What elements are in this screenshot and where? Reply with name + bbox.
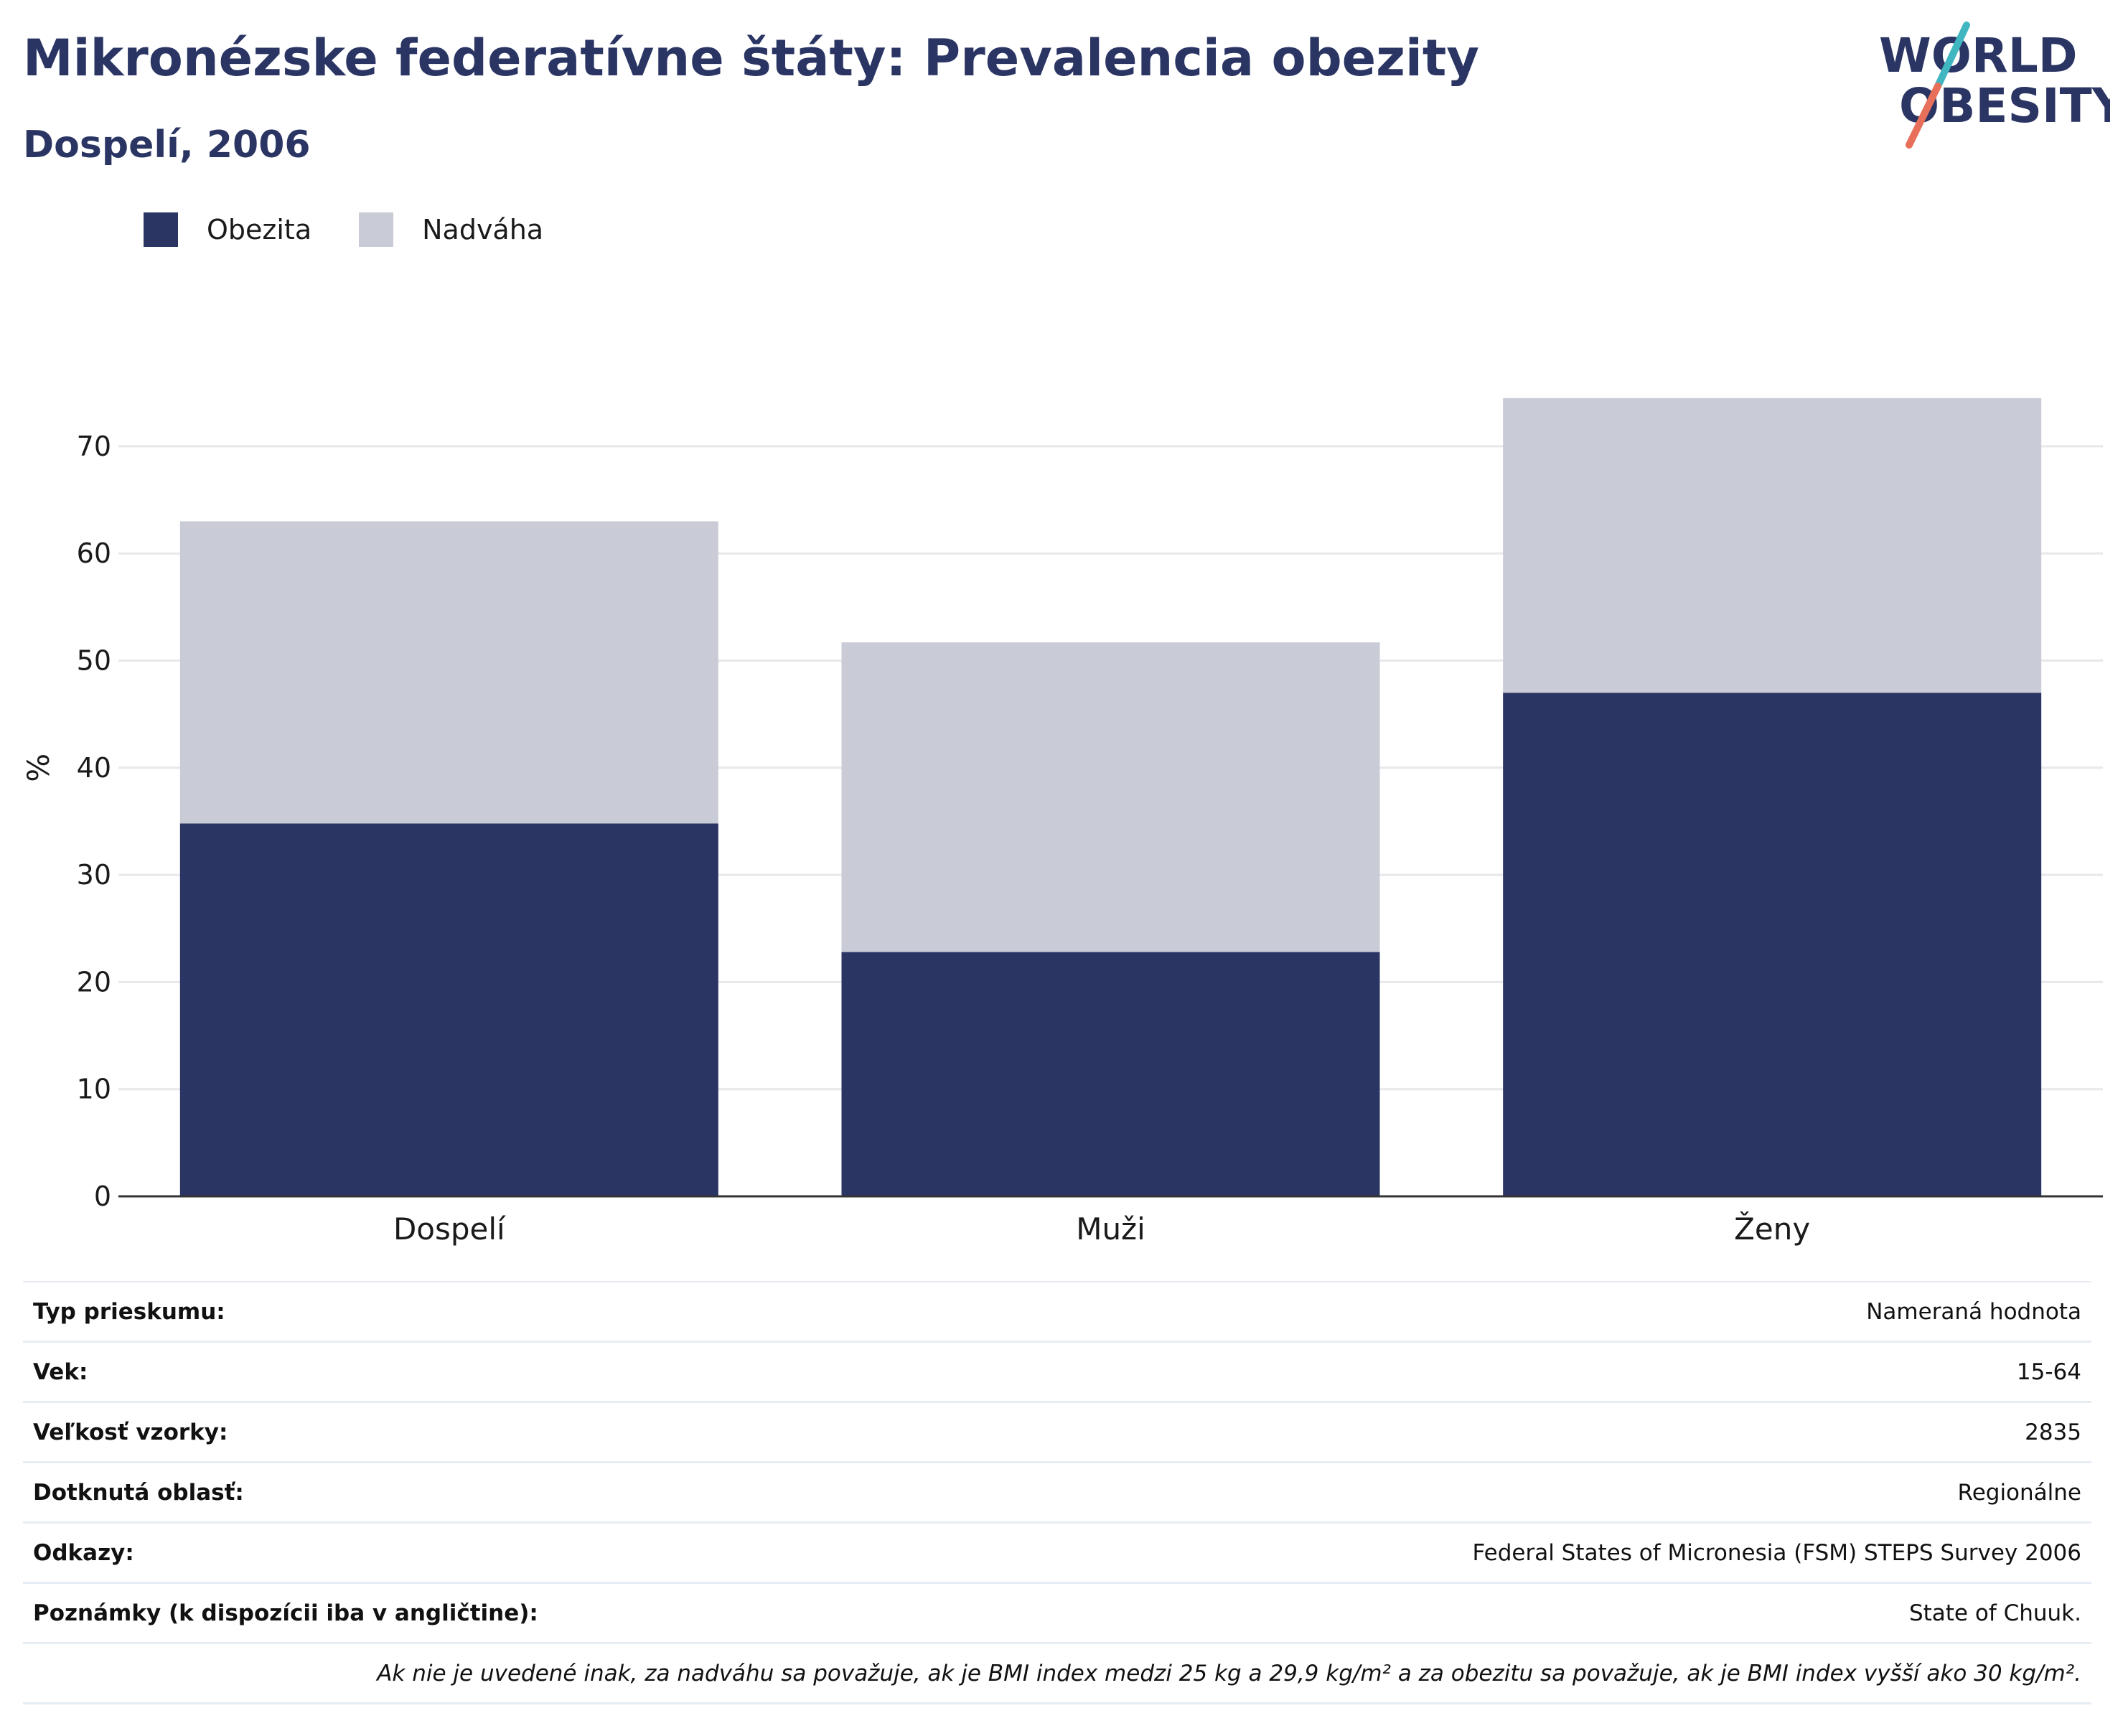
y-tick-label: 20 — [77, 966, 111, 998]
info-label: Veľkosť vzorky: — [33, 1419, 228, 1445]
info-row: Veľkosť vzorky: 2835 — [23, 1403, 2091, 1463]
info-value: Federal States of Micronesia (FSM) STEPS… — [1472, 1539, 2082, 1566]
info-label: Dotknutá oblasť: — [33, 1479, 244, 1506]
x-tick-label: Ženy — [1734, 1211, 1810, 1247]
page-subtitle: Dospelí, 2006 — [23, 123, 311, 166]
stacked-bar-chart: 0 10 20 30 40 50 60 70% Dospelí Muži Ženy — [21, 398, 2103, 1247]
info-row: Poznámky (k dispozícii iba v angličtine)… — [23, 1584, 2091, 1644]
info-row: Odkazy: Federal States of Micronesia (FS… — [23, 1524, 2091, 1584]
legend-swatch-nadvaha — [359, 212, 394, 247]
legend-item-obezita[interactable]: Obezita — [144, 212, 311, 247]
info-label: Odkazy: — [33, 1539, 134, 1566]
info-value: Regionálne — [1957, 1479, 2081, 1506]
y-tick-label: 0 — [94, 1181, 111, 1212]
info-value: Nameraná hodnota — [1866, 1298, 2081, 1325]
bar-nadvaha — [179, 521, 718, 824]
logo-line1: WORLD — [1879, 28, 2078, 83]
logo-slash-bottom — [1906, 83, 1941, 149]
bar-obezita — [841, 952, 1380, 1196]
y-tick-label: 40 — [77, 752, 111, 784]
info-row: Typ prieskumu: Nameraná hodnota — [23, 1282, 2091, 1343]
info-label: Poznámky (k dispozícii iba v angličtine)… — [33, 1600, 538, 1626]
info-row: Vek: 15-64 — [23, 1343, 2091, 1403]
y-tick-label: 60 — [77, 538, 111, 569]
x-tick-label: Dospelí — [393, 1211, 506, 1247]
bar-obezita — [179, 823, 718, 1196]
y-tick-label: 10 — [77, 1074, 111, 1105]
y-axis-label: % — [21, 754, 56, 782]
bar-nadvaha — [841, 642, 1380, 952]
info-value: 2835 — [2025, 1419, 2081, 1445]
bar-obezita — [1503, 693, 2042, 1196]
legend-label-nadvaha: Nadváha — [422, 214, 544, 245]
y-tick-label: 30 — [77, 859, 111, 891]
chart-legend: Obezita Nadváha — [144, 212, 591, 247]
logo-slash-top — [1934, 22, 1970, 90]
page-title: Mikronézske federatívne štáty: Prevalenc… — [23, 29, 1479, 88]
legend-swatch-obezita — [144, 212, 178, 247]
info-row: Dotknutá oblasť: Regionálne — [23, 1463, 2091, 1524]
y-tick-label: 50 — [77, 645, 111, 677]
x-tick-label: Muži — [1076, 1211, 1145, 1247]
bar-nadvaha — [1503, 398, 2042, 693]
y-tick-label: 70 — [77, 431, 111, 462]
info-label: Vek: — [33, 1359, 88, 1385]
info-value: State of Chuuk. — [1908, 1600, 2081, 1626]
legend-item-nadvaha[interactable]: Nadváha — [359, 212, 543, 247]
info-value: 15-64 — [2016, 1359, 2081, 1385]
survey-info-table: Typ prieskumu: Nameraná hodnota Vek: 15-… — [23, 1281, 2091, 1704]
world-obesity-logo: WORLD OBESITY — [1879, 22, 2110, 149]
legend-label-obezita: Obezita — [207, 214, 312, 245]
info-label: Typ prieskumu: — [33, 1298, 225, 1325]
bmi-footnote: Ak nie je uvedené inak, za nadváhu sa po… — [23, 1644, 2091, 1704]
